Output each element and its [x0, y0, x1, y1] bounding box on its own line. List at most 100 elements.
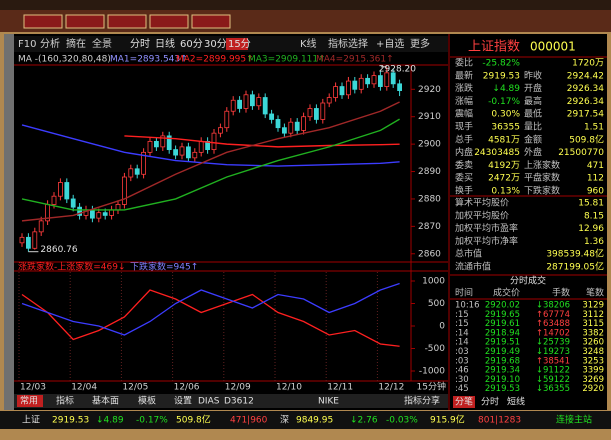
candle-body [160, 135, 166, 148]
quote-value: -25.82% [482, 59, 520, 69]
trade-cell: ↑14702 [536, 328, 570, 338]
candle-body [109, 209, 114, 216]
bottom-tab[interactable]: NIKE [318, 397, 339, 407]
candle-body [390, 72, 396, 85]
y-tick-label: 2890 [418, 167, 441, 177]
panel-tab[interactable]: 分笔 [455, 396, 473, 408]
trade-cell: ↓36355 [536, 384, 570, 394]
y-tick-label: -1000 [419, 367, 445, 377]
candle-body [262, 97, 268, 115]
stat-value: 15.81 [578, 199, 604, 209]
bottom-tab[interactable]: 指标 [56, 395, 74, 407]
bottom-tab[interactable]: 常用 [20, 395, 38, 407]
y-tick-label: 2920 [418, 85, 441, 95]
quote-label: 开盘 [524, 82, 542, 94]
trade-cell: :15 [455, 310, 469, 320]
candle-body [153, 140, 159, 148]
y-tick-label: 0 [439, 322, 445, 332]
toolbar-button[interactable]: 指标选择 [328, 37, 368, 50]
candle-body [38, 220, 44, 233]
trade-cell: 3253 [582, 356, 604, 366]
status-item: 连接主站 [556, 414, 592, 426]
quote-value: 4192万 [488, 161, 520, 171]
stat-label: 总市值 [455, 248, 482, 260]
x-tick-label: 12/04 [71, 383, 97, 393]
side-strip [4, 34, 14, 410]
trade-cell: :03 [455, 347, 469, 357]
trade-cell: 2920.02 [485, 301, 520, 311]
period-button[interactable]: 日线 [155, 37, 175, 50]
status-item: ↓4.89 [96, 416, 124, 426]
status-item: 上证 [22, 415, 40, 426]
candle-body [166, 135, 172, 151]
quote-label: 委卖 [455, 159, 473, 171]
bottom-tab[interactable]: 基本面 [92, 395, 119, 407]
bottom-tab[interactable]: D3612 [224, 397, 254, 407]
panel-tab[interactable]: 分时 [481, 396, 499, 408]
toolbar-button[interactable]: +自选 [376, 37, 404, 50]
trade-cell: 2919.10 [485, 375, 520, 385]
ma-value: MA3=2909.111↑ [248, 55, 326, 65]
period-button[interactable]: 15分 [228, 38, 251, 50]
candle-body [179, 146, 185, 156]
candle-body [51, 195, 57, 205]
period-button[interactable]: 30分 [204, 38, 227, 50]
annotation: 2860.76 [40, 245, 77, 255]
candle-body [90, 209, 95, 219]
trade-cell: ↓59122 [536, 375, 570, 385]
trade-cell: 2919.61 [485, 319, 520, 329]
candle-body [288, 121, 294, 134]
quote-value: 2924.42 [567, 71, 604, 81]
bottom-tab[interactable]: DIAS [198, 397, 220, 407]
toolbar-button[interactable]: 全景 [92, 37, 112, 50]
menu-button[interactable] [65, 14, 105, 29]
stat-value: 12.96 [578, 224, 604, 234]
toolbar-button[interactable]: F10 [18, 39, 36, 50]
candle-body [32, 231, 38, 249]
bottom-tab[interactable]: 设置 [174, 396, 192, 407]
quote-value: ↓4.89 [492, 84, 520, 94]
trade-cell: :30 [455, 375, 469, 385]
toolbar-button[interactable]: K线 [300, 37, 317, 50]
stat-value: 398539.48亿 [546, 248, 604, 260]
candle-body [237, 99, 243, 109]
menu-button[interactable] [149, 14, 189, 29]
toolbar-button[interactable]: 摘在 [66, 37, 86, 50]
trade-cell: 3260 [582, 338, 604, 348]
indicator-legend: 下跌家数=945↑ [130, 261, 198, 273]
x-tick-label: 12/03 [20, 383, 46, 393]
trade-cell: ↓91122 [536, 366, 570, 376]
quote-value: 0.30% [491, 110, 520, 120]
candle-body [339, 86, 345, 96]
period-button[interactable]: 分时 [130, 38, 150, 50]
candle-body [269, 113, 275, 120]
bottom-tab[interactable]: 指标分享 [404, 395, 440, 407]
trade-cell: 3115 [582, 319, 604, 329]
candle-body [58, 182, 63, 197]
trade-cell: 2918.94 [485, 328, 520, 338]
bottom-tab[interactable]: 模板 [138, 395, 156, 407]
menu-button[interactable] [191, 14, 231, 29]
candle-body [70, 198, 76, 208]
period-button[interactable]: 60分 [180, 38, 203, 50]
toolbar-button[interactable]: 更多 [410, 37, 430, 50]
candle-body [224, 110, 230, 129]
toolbar-button[interactable]: 分析 [40, 37, 60, 50]
panel-tab[interactable]: 短线 [507, 396, 525, 408]
candle-body [134, 168, 140, 175]
menu-button[interactable] [107, 14, 147, 29]
trade-cell: 3248 [582, 347, 604, 357]
menu-button[interactable] [23, 14, 63, 29]
candle-body [64, 182, 70, 200]
quote-label: 昨收 [524, 69, 542, 81]
status-item: 915.9亿 [430, 414, 465, 426]
stat-label: 算术平均股价 [455, 197, 509, 209]
candle-body [198, 140, 204, 153]
series-line [21, 282, 400, 336]
x-tick-label: 12/10 [276, 383, 302, 393]
quote-label: 上涨家数 [524, 159, 560, 171]
trade-cell: 2919.34 [485, 366, 520, 376]
trade-cell: 10:16 [455, 301, 480, 311]
candle-body [192, 151, 198, 159]
